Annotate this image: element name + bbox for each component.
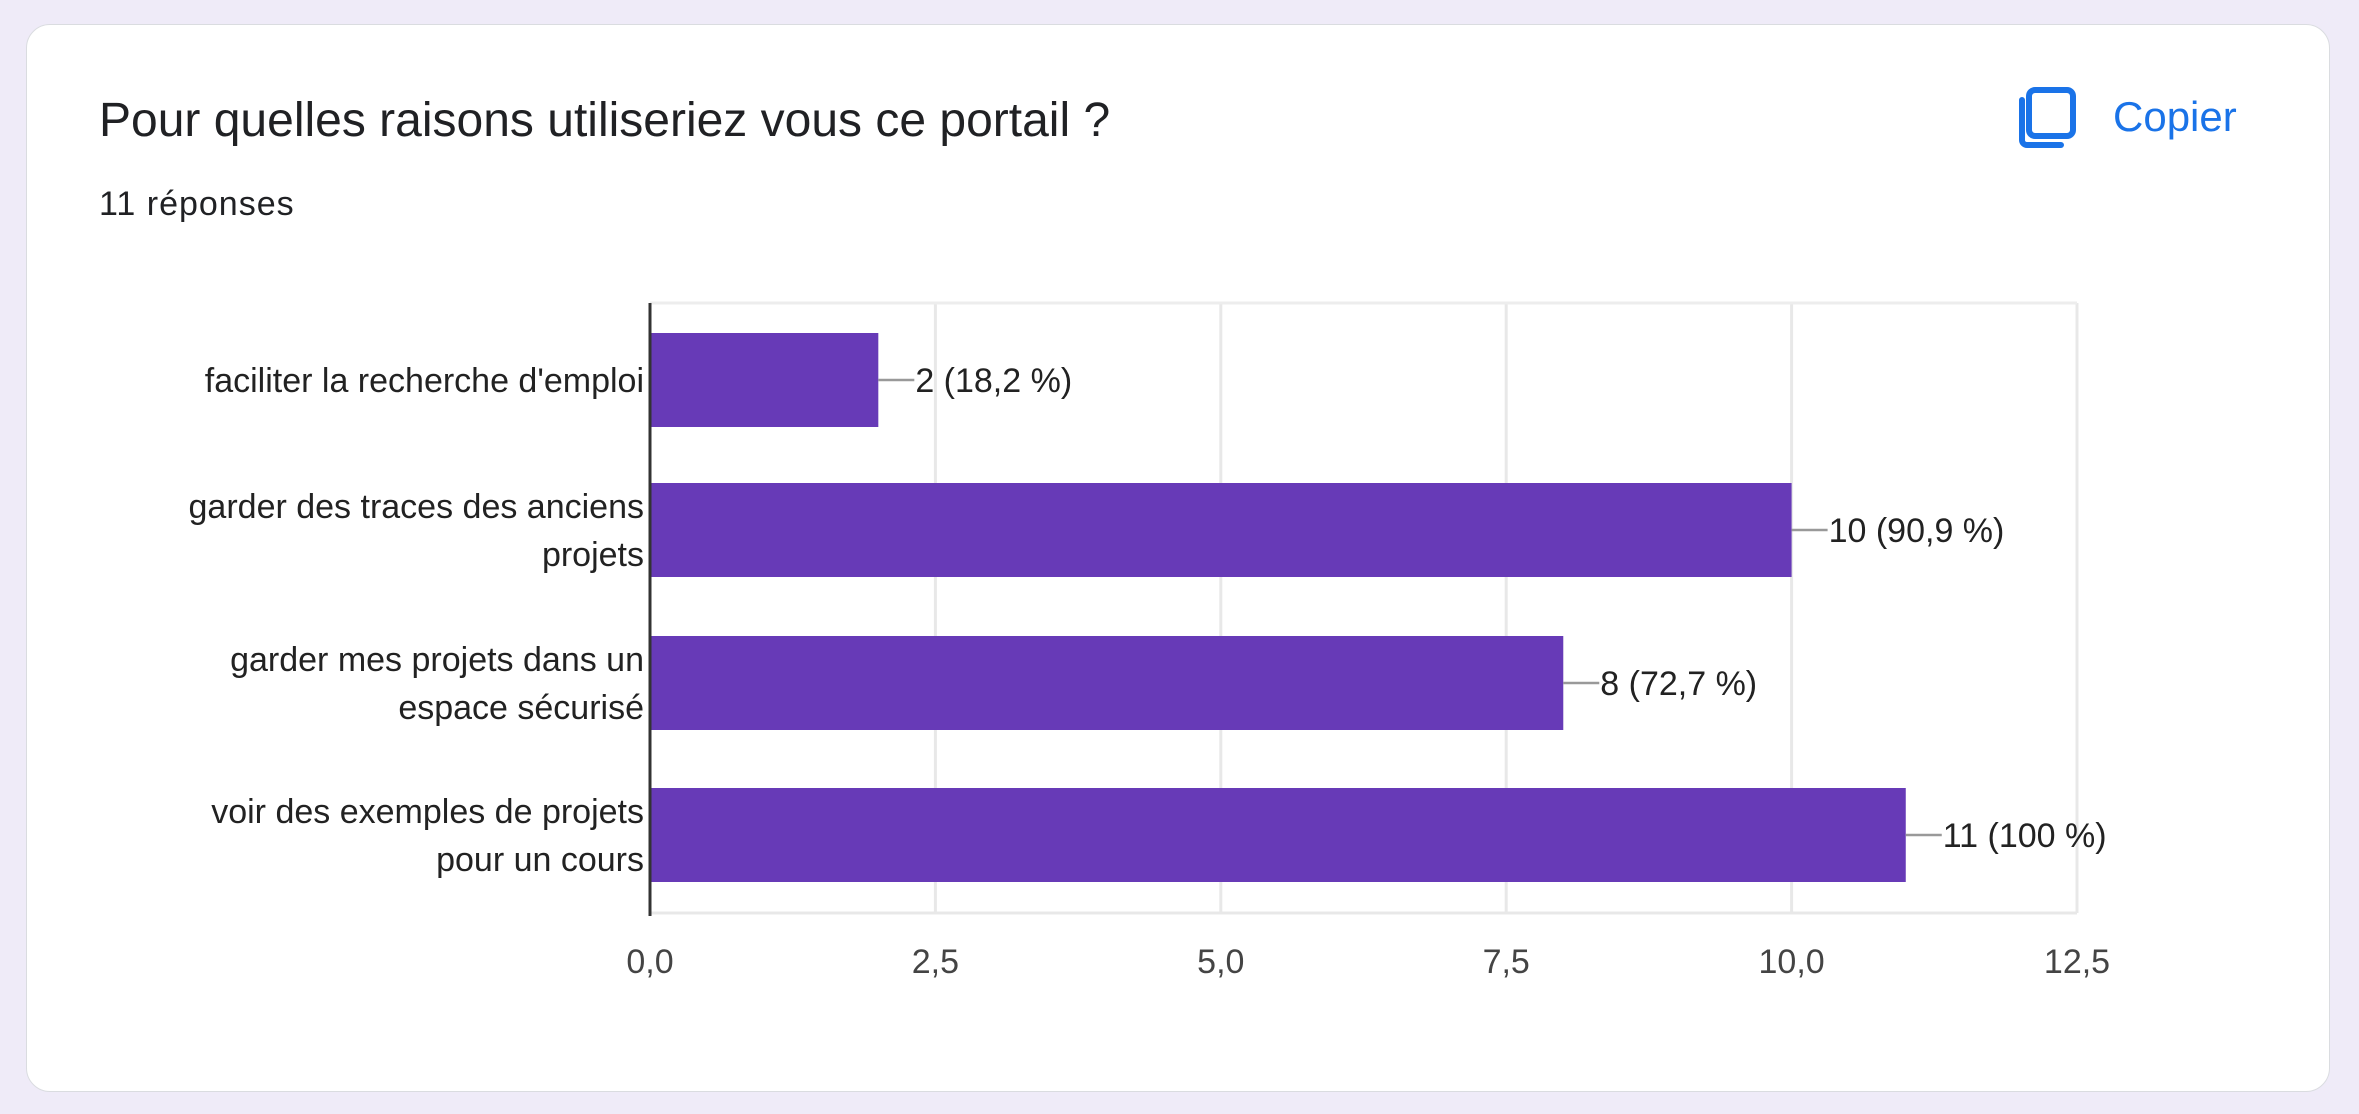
question-title: Pour quelles raisons utiliseriez vous ce… (99, 94, 1111, 147)
x-tick-label: 12,5 (2044, 943, 2110, 981)
category-label: faciliter la recherche d'emploi (205, 362, 644, 400)
question-card: Pour quelles raisons utiliseriez vous ce… (26, 24, 2330, 1092)
category-label: projets (542, 536, 644, 574)
response-count: 11 réponses (99, 185, 295, 223)
x-tick-label: 7,5 (1483, 943, 1530, 981)
bar (650, 333, 879, 427)
bar (650, 788, 1906, 882)
category-label: pour un cours (436, 841, 644, 879)
data-label: 11 (100 %) (1943, 817, 2107, 855)
category-label: garder des traces des anciens (189, 488, 644, 526)
x-tick-label: 10,0 (1759, 943, 1825, 981)
x-tick-label: 0,0 (626, 943, 673, 981)
category-label: espace sécurisé (398, 689, 644, 727)
data-label: 8 (72,7 %) (1600, 665, 1757, 703)
x-tick-label: 2,5 (912, 943, 959, 981)
bar-chart: 2 (18,2 %) 10 (90,9 %) 8 (72,7 %) 11 (100 %… (189, 301, 2110, 981)
x-tick-label: 5,0 (1197, 943, 1244, 981)
copy-label: Copier (2113, 93, 2237, 140)
copy-button[interactable]: Copier (2019, 81, 2237, 153)
copy-icon (2019, 87, 2076, 148)
data-label: 2 (18,2 %) (915, 362, 1072, 400)
bar (650, 483, 1792, 577)
category-label: garder mes projets dans un (230, 641, 644, 679)
category-label: voir des exemples de projets (211, 793, 644, 831)
data-label: 10 (90,9 %) (1829, 512, 2005, 550)
bar (650, 636, 1564, 730)
